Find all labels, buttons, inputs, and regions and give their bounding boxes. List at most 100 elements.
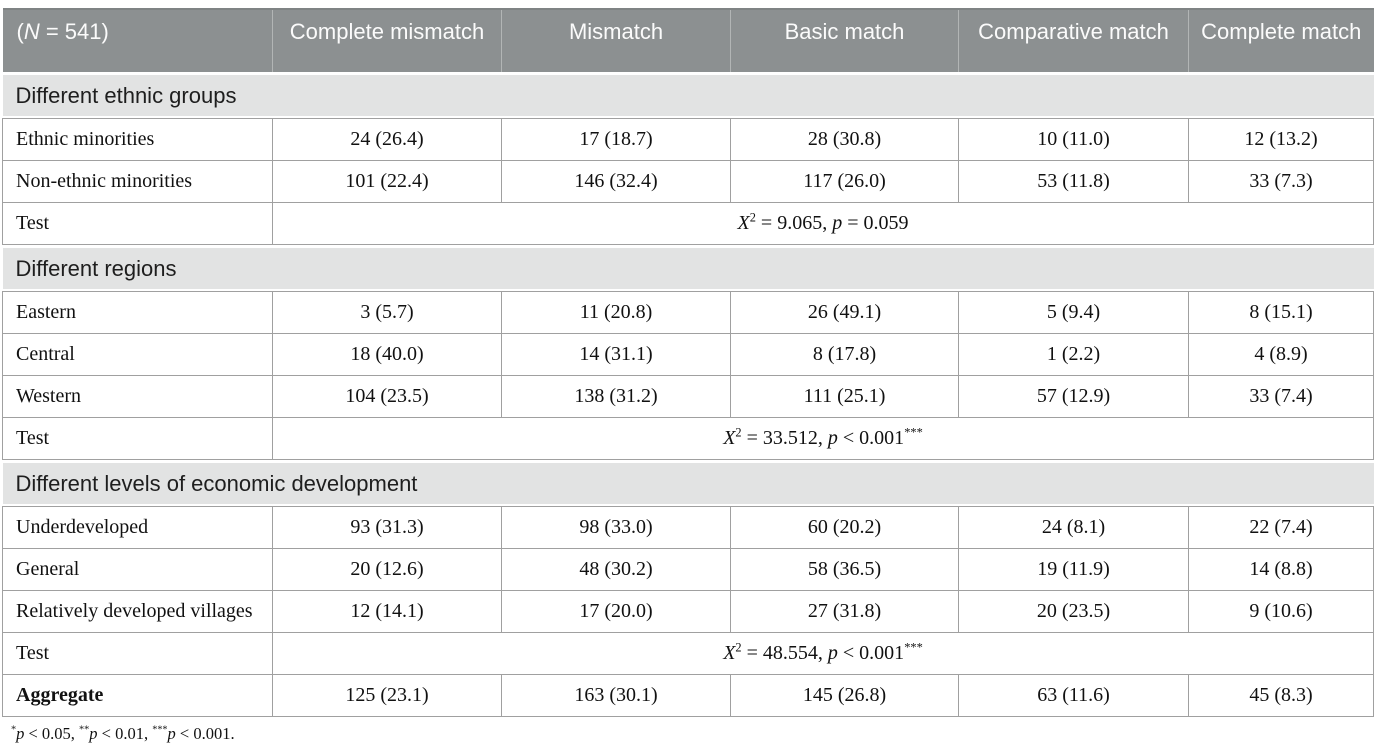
- test-statistic: X2 = 33.512, p < 0.001***: [272, 417, 1374, 460]
- cell-value: 12 (13.2): [1188, 118, 1374, 161]
- cell-value: 93 (31.3): [272, 506, 502, 549]
- cell-value: 27 (31.8): [730, 590, 959, 633]
- header-sample-size: (N = 541): [2, 8, 273, 72]
- chi-value: = 48.554,: [741, 642, 828, 664]
- chi-value: = 33.512,: [741, 427, 828, 449]
- cell-value: 33 (7.4): [1188, 375, 1374, 418]
- cell-value: 10 (11.0): [958, 118, 1189, 161]
- match-distribution-table: (N = 541) Complete mismatch Mismatch Bas…: [2, 8, 1374, 717]
- section-row: Different levels of economic development: [2, 459, 1374, 507]
- header-col-complete-mismatch: Complete mismatch: [272, 8, 502, 72]
- cell-value: 48 (30.2): [501, 548, 731, 591]
- chi-exponent: 2: [735, 640, 742, 655]
- cell-value: 18 (40.0): [272, 333, 502, 376]
- test-label: Test: [2, 417, 273, 460]
- cell-value: 53 (11.8): [958, 160, 1189, 203]
- cell-value: 58 (36.5): [730, 548, 959, 591]
- table-body: Different ethnic groups Ethnic minorities…: [2, 72, 1374, 717]
- section-title: Different ethnic groups: [2, 75, 1374, 116]
- row-label: Relatively developed villages: [2, 590, 273, 633]
- cell-value: 1 (2.2): [958, 333, 1189, 376]
- test-row: Test X2 = 48.554, p < 0.001***: [2, 632, 1374, 675]
- test-statistic: X2 = 48.554, p < 0.001***: [272, 632, 1374, 675]
- footnote-part: *p < 0.05,: [11, 724, 80, 743]
- cell-value: 14 (8.8): [1188, 548, 1374, 591]
- chi-exponent: 2: [735, 425, 742, 440]
- table-row: Ethnic minorities 24 (26.4) 17 (18.7) 28 (3…: [2, 118, 1374, 161]
- test-statistic: X2 = 9.065, p = 0.059: [272, 202, 1374, 245]
- n-symbol: N: [23, 19, 40, 44]
- cell-value: 20 (12.6): [272, 548, 502, 591]
- cell-value: 5 (9.4): [958, 291, 1189, 334]
- cell-value: 11 (20.8): [501, 291, 731, 334]
- chi-symbol: X: [723, 642, 736, 664]
- section-cell: Different regions: [2, 244, 1374, 292]
- section-cell: Different ethnic groups: [2, 72, 1374, 119]
- cell-value: 12 (14.1): [272, 590, 502, 633]
- table-row: Relatively developed villages 12 (14.1) 17…: [2, 590, 1374, 633]
- row-label: Ethnic minorities: [2, 118, 273, 161]
- footnote-part: **p < 0.01,: [79, 724, 153, 743]
- cell-value: 111 (25.1): [730, 375, 959, 418]
- header-col-comparative-match: Comparative match: [958, 8, 1189, 72]
- test-label: Test: [2, 202, 273, 245]
- table-header: (N = 541) Complete mismatch Mismatch Bas…: [2, 8, 1374, 72]
- p-symbol: p: [832, 212, 843, 234]
- cell-value: 45 (8.3): [1188, 674, 1374, 717]
- p-value: < 0.001: [837, 427, 905, 449]
- cell-value: 117 (26.0): [730, 160, 959, 203]
- cell-value: 17 (20.0): [501, 590, 731, 633]
- cell-value: 63 (11.6): [958, 674, 1189, 717]
- test-row: Test X2 = 9.065, p = 0.059: [2, 202, 1374, 245]
- row-label: Underdeveloped: [2, 506, 273, 549]
- cell-value: 28 (30.8): [730, 118, 959, 161]
- p-value: = 0.059: [842, 212, 909, 234]
- cell-value: 20 (23.5): [958, 590, 1189, 633]
- cell-value: 8 (15.1): [1188, 291, 1374, 334]
- test-label: Test: [2, 632, 273, 675]
- chi-value: = 9.065,: [755, 212, 833, 234]
- header-col-complete-match: Complete match: [1188, 8, 1374, 72]
- table-row: Central 18 (40.0) 14 (31.1) 8 (17.8) 1 (2.2)…: [2, 333, 1374, 376]
- cell-value: 146 (32.4): [501, 160, 731, 203]
- cell-value: 24 (8.1): [958, 506, 1189, 549]
- table-row: Underdeveloped 93 (31.3) 98 (33.0) 60 (20.2…: [2, 506, 1374, 549]
- row-label: Eastern: [2, 291, 273, 334]
- section-row: Different regions: [2, 244, 1374, 292]
- test-row: Test X2 = 33.512, p < 0.001***: [2, 417, 1374, 460]
- p-value: < 0.001: [837, 642, 905, 664]
- significance-stars: ***: [904, 425, 923, 440]
- cell-value: 98 (33.0): [501, 506, 731, 549]
- cell-value: 33 (7.3): [1188, 160, 1374, 203]
- header-col-basic-match: Basic match: [730, 8, 959, 72]
- n-value: = 541): [39, 19, 109, 44]
- cell-value: 57 (12.9): [958, 375, 1189, 418]
- n-prefix: (: [16, 19, 24, 44]
- cell-value: 125 (23.1): [272, 674, 502, 717]
- row-label: Aggregate: [2, 674, 273, 717]
- chi-symbol: X: [723, 427, 736, 449]
- row-label: Western: [2, 375, 273, 418]
- cell-value: 60 (20.2): [730, 506, 959, 549]
- cell-value: 104 (23.5): [272, 375, 502, 418]
- cell-value: 3 (5.7): [272, 291, 502, 334]
- table-row: Non-ethnic minorities 101 (22.4) 146 (32.4…: [2, 160, 1374, 203]
- cell-value: 17 (18.7): [501, 118, 731, 161]
- header-row: (N = 541) Complete mismatch Mismatch Bas…: [2, 8, 1374, 72]
- cell-value: 138 (31.2): [501, 375, 731, 418]
- row-label: General: [2, 548, 273, 591]
- cell-value: 24 (26.4): [272, 118, 502, 161]
- cell-value: 9 (10.6): [1188, 590, 1374, 633]
- row-label: Central: [2, 333, 273, 376]
- chi-exponent: 2: [749, 210, 756, 225]
- cell-value: 4 (8.9): [1188, 333, 1374, 376]
- cell-value: 19 (11.9): [958, 548, 1189, 591]
- cell-value: 145 (26.8): [730, 674, 959, 717]
- cell-value: 26 (49.1): [730, 291, 959, 334]
- footnote-part: ***p < 0.001.: [152, 724, 235, 743]
- header-col-mismatch: Mismatch: [501, 8, 731, 72]
- table-row: Aggregate 125 (23.1) 163 (30.1) 145 (26.8) 6…: [2, 674, 1374, 717]
- cell-value: 14 (31.1): [501, 333, 731, 376]
- p-symbol: p: [827, 427, 838, 449]
